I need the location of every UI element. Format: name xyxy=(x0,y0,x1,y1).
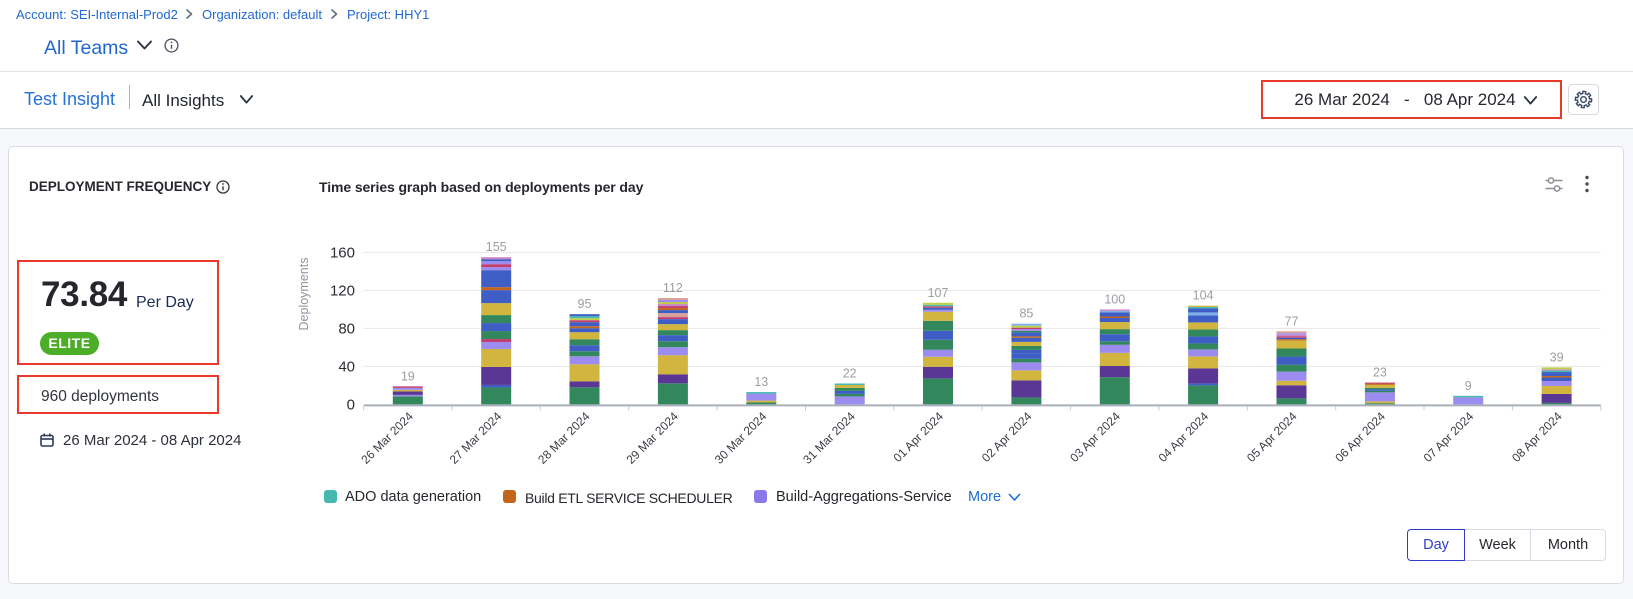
svg-text:85: 85 xyxy=(1019,307,1033,321)
svg-text:100: 100 xyxy=(1104,292,1125,306)
svg-text:28 Mar 2024: 28 Mar 2024 xyxy=(535,409,593,467)
svg-text:04 Apr 2024: 04 Apr 2024 xyxy=(1156,409,1212,465)
svg-text:0: 0 xyxy=(347,396,355,413)
svg-text:77: 77 xyxy=(1285,314,1299,328)
svg-text:155: 155 xyxy=(486,240,507,254)
svg-text:104: 104 xyxy=(1193,289,1214,303)
svg-text:40: 40 xyxy=(338,358,355,375)
svg-text:112: 112 xyxy=(663,281,683,295)
svg-text:9: 9 xyxy=(1465,379,1472,393)
svg-text:07 Apr 2024: 07 Apr 2024 xyxy=(1421,409,1477,465)
svg-text:107: 107 xyxy=(928,286,949,300)
svg-text:29 Mar 2024: 29 Mar 2024 xyxy=(623,409,681,467)
svg-text:13: 13 xyxy=(754,375,768,389)
svg-text:39: 39 xyxy=(1550,350,1564,364)
svg-text:Deployments: Deployments xyxy=(297,258,311,331)
svg-text:26 Mar 2024: 26 Mar 2024 xyxy=(358,409,416,467)
svg-text:08 Apr 2024: 08 Apr 2024 xyxy=(1509,409,1565,465)
svg-text:95: 95 xyxy=(578,297,592,311)
svg-text:31 Mar 2024: 31 Mar 2024 xyxy=(800,409,858,467)
svg-text:01 Apr 2024: 01 Apr 2024 xyxy=(890,409,946,465)
svg-text:23: 23 xyxy=(1373,366,1387,380)
svg-text:03 Apr 2024: 03 Apr 2024 xyxy=(1067,409,1123,465)
svg-text:80: 80 xyxy=(338,320,355,337)
svg-text:05 Apr 2024: 05 Apr 2024 xyxy=(1244,409,1300,465)
svg-text:160: 160 xyxy=(330,244,355,261)
svg-text:06 Apr 2024: 06 Apr 2024 xyxy=(1332,409,1388,465)
svg-text:30 Mar 2024: 30 Mar 2024 xyxy=(712,409,770,467)
svg-text:120: 120 xyxy=(330,282,355,299)
svg-text:27 Mar 2024: 27 Mar 2024 xyxy=(447,409,505,467)
svg-text:19: 19 xyxy=(401,369,415,383)
svg-text:02 Apr 2024: 02 Apr 2024 xyxy=(979,409,1035,465)
svg-text:22: 22 xyxy=(843,367,857,381)
